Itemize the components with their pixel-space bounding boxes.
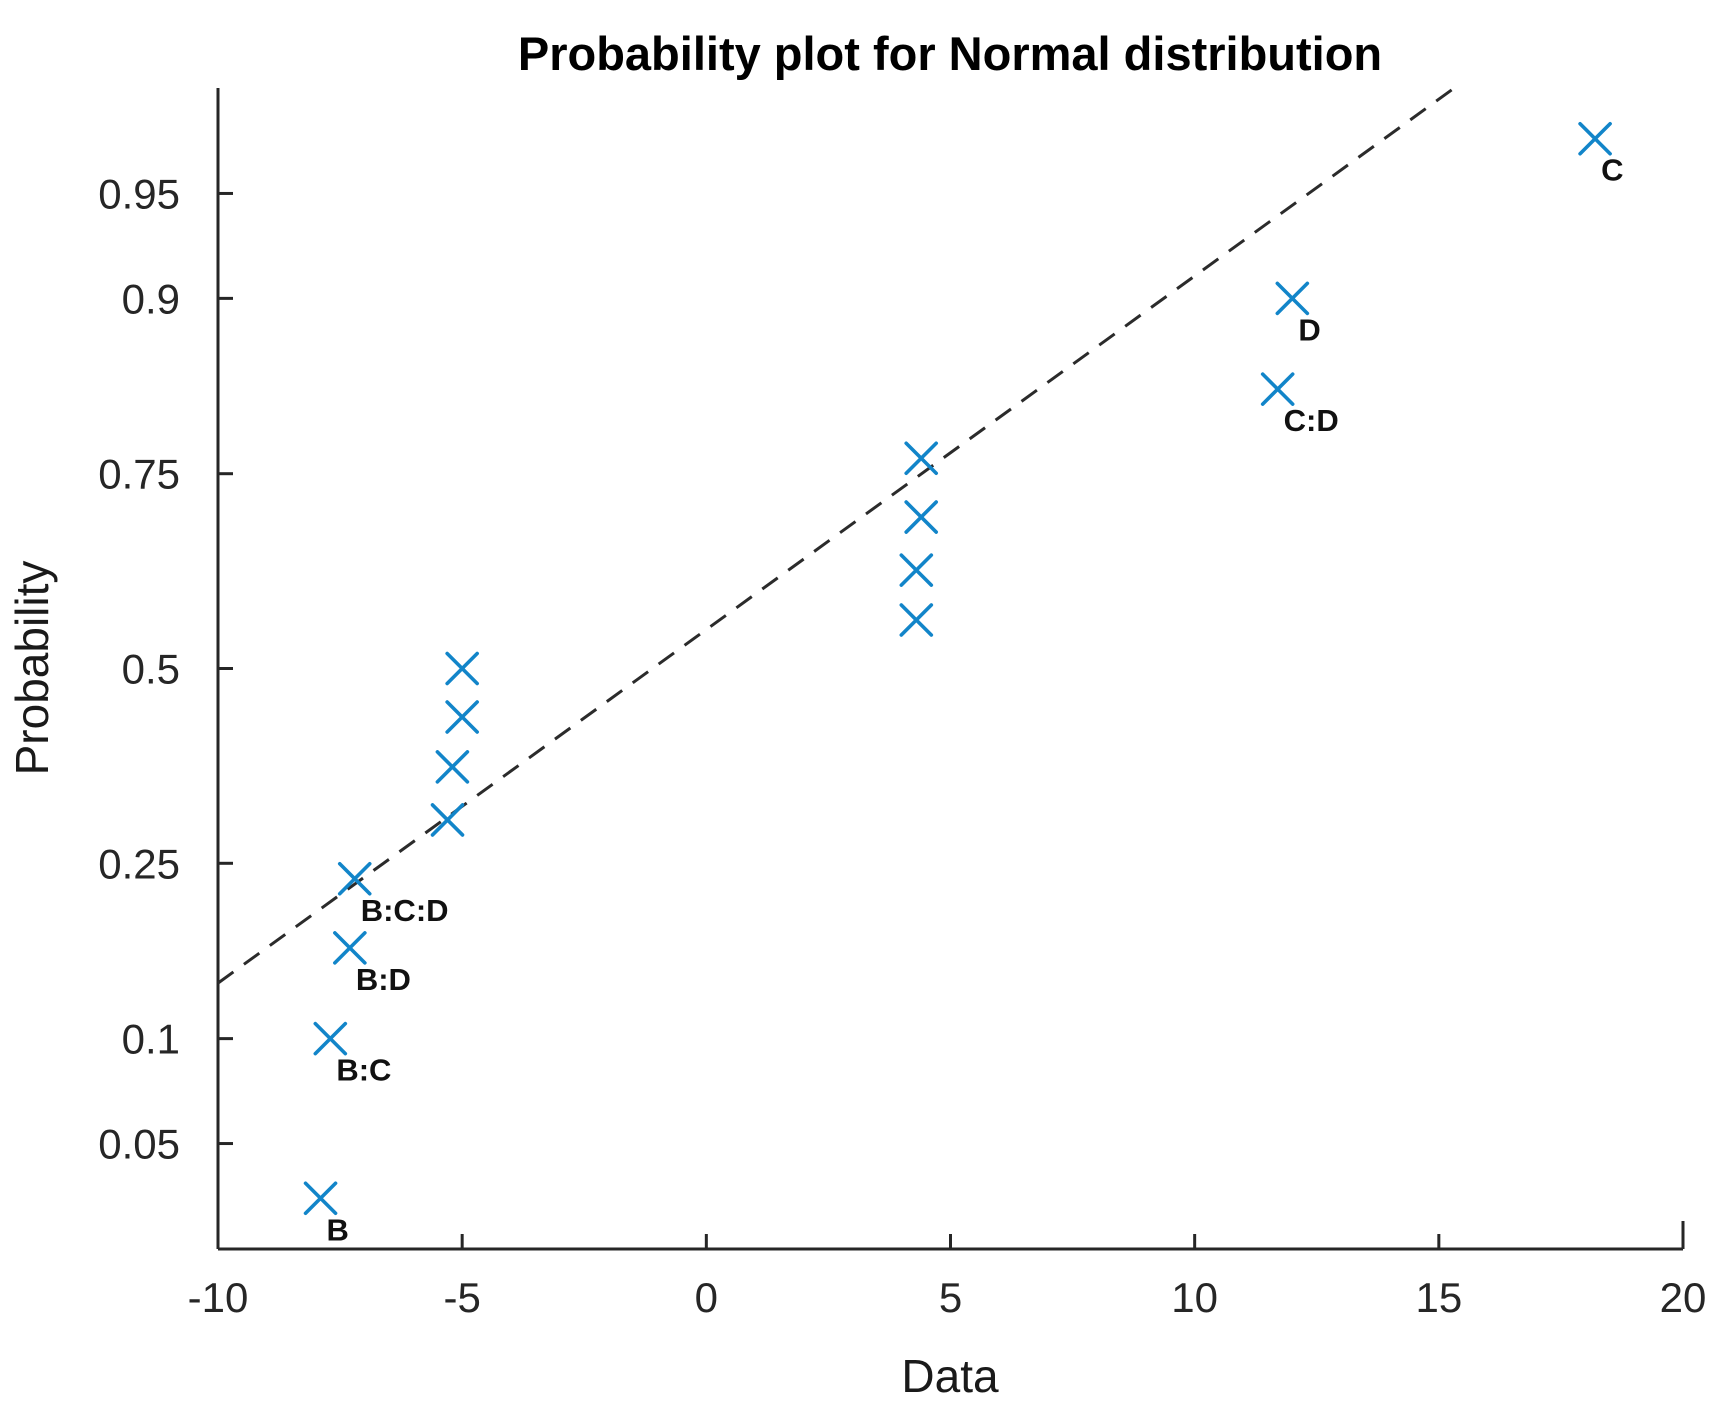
- data-point-marker: [333, 931, 367, 965]
- point-label: B: [327, 1212, 349, 1247]
- data-point-marker: [445, 700, 479, 734]
- x-tick-label: 15: [1415, 1274, 1462, 1321]
- x-marker-stroke: [904, 500, 939, 534]
- x-marker-stroke: [435, 750, 470, 784]
- x-marker-stroke: [904, 441, 939, 476]
- data-point-marker: [899, 553, 934, 587]
- y-tick-label: 0.25: [98, 840, 180, 887]
- chart-title: Probability plot for Normal distribution: [518, 27, 1382, 80]
- data-points: [303, 121, 1612, 1216]
- data-point-marker: [435, 750, 470, 784]
- x-marker-stroke: [430, 803, 465, 837]
- x-tick-label: 0: [695, 1274, 718, 1321]
- normal-fit-dashed-line: [217, 85, 1457, 985]
- point-label: B:C:D: [361, 893, 449, 928]
- data-point-marker: [899, 603, 934, 637]
- x-marker-stroke: [337, 861, 372, 896]
- data-point-marker: [430, 803, 465, 837]
- x-tick-label: -10: [188, 1274, 249, 1321]
- y-tick-label: 0.5: [122, 646, 180, 693]
- data-point-marker: [1275, 281, 1310, 316]
- y-tick-label: 0.95: [98, 170, 180, 217]
- x-marker-stroke: [1260, 372, 1295, 406]
- point-labels: B B:C B:D B:C:D C:D D C: [327, 153, 1624, 1248]
- x-marker-stroke: [445, 700, 479, 734]
- x-marker-stroke: [1275, 281, 1310, 316]
- data-point-marker: [1578, 121, 1612, 156]
- x-marker-stroke: [313, 1021, 348, 1056]
- x-tick-label: 5: [939, 1274, 962, 1321]
- data-point-marker: [1260, 372, 1295, 406]
- data-point-marker: [904, 441, 939, 476]
- x-tick-label: 20: [1660, 1274, 1707, 1321]
- x-marker-stroke: [303, 1181, 338, 1216]
- axes: -10 -5 0 5 10 15 20 0.05 0.1 0.25 0.5 0.75 0.9 0.95: [98, 88, 1706, 1321]
- point-label: C:D: [1284, 403, 1339, 438]
- y-tick-label: 0.1: [122, 1016, 180, 1063]
- x-tick-label: 10: [1171, 1274, 1218, 1321]
- point-label: D: [1298, 312, 1320, 347]
- data-point-marker: [313, 1021, 348, 1056]
- point-label: C: [1601, 153, 1623, 188]
- x-marker-stroke: [1578, 121, 1612, 156]
- y-axis-label: Probability: [6, 561, 58, 776]
- x-marker-stroke: [333, 931, 367, 965]
- data-point-marker: [337, 861, 372, 896]
- x-marker-stroke: [899, 553, 934, 587]
- y-tick-label: 0.05: [98, 1121, 180, 1168]
- data-point-marker: [303, 1181, 338, 1216]
- point-label: B:D: [356, 962, 411, 997]
- data-point-marker: [445, 651, 479, 686]
- point-label: B:C: [336, 1053, 391, 1088]
- x-tick-label: -5: [443, 1274, 480, 1321]
- reference-line: [217, 85, 1457, 985]
- x-axis-label: Data: [901, 1350, 999, 1402]
- x-marker-stroke: [445, 651, 479, 686]
- data-point-marker: [904, 500, 939, 534]
- y-tick-label: 0.9: [122, 275, 180, 322]
- y-tick-label: 0.75: [98, 451, 180, 498]
- x-marker-stroke: [899, 603, 934, 637]
